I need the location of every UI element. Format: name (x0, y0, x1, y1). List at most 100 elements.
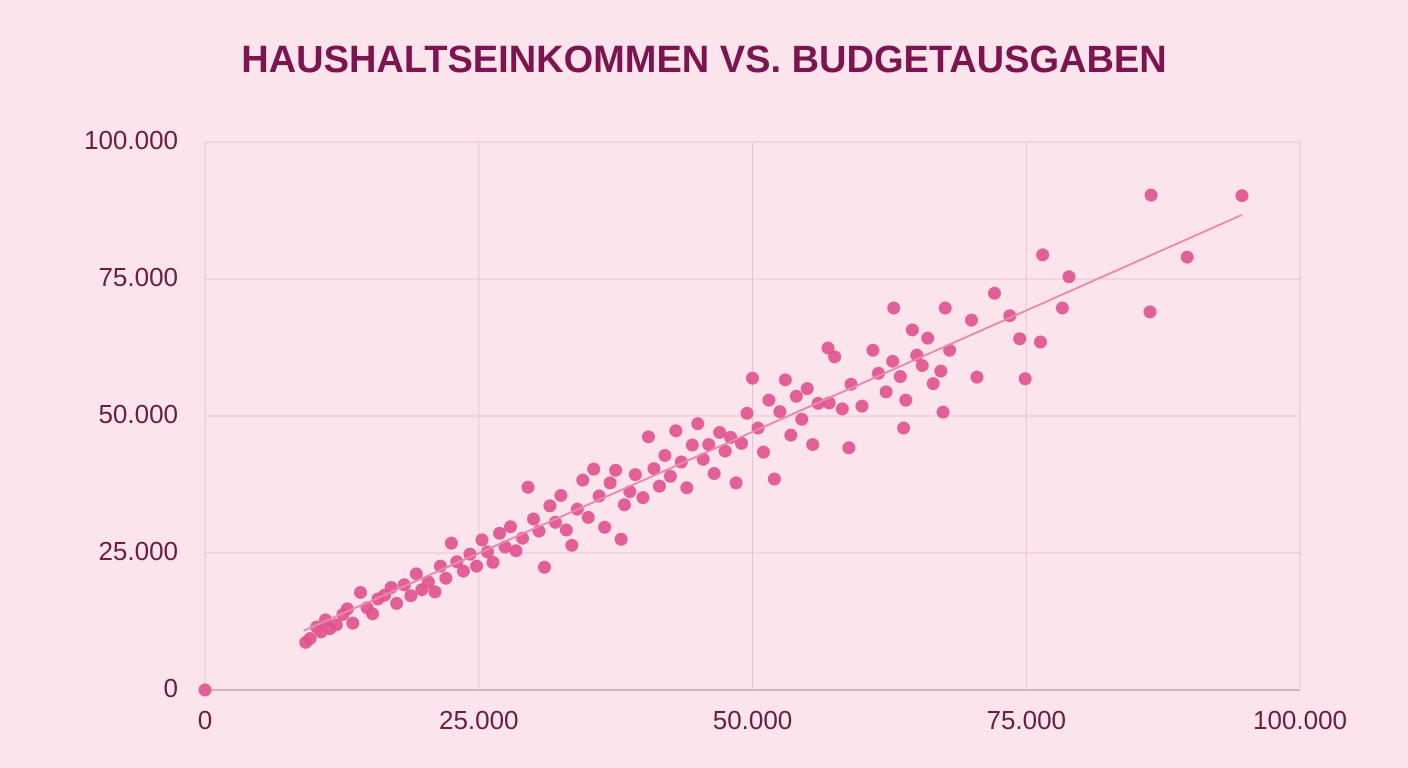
x-tick-label: 100.000 (1253, 705, 1347, 735)
data-point (1033, 335, 1047, 349)
data-point (1144, 188, 1158, 202)
data-point (456, 564, 470, 578)
data-point (614, 532, 628, 546)
data-point (897, 421, 911, 435)
data-point (303, 631, 317, 645)
y-tick-label: 25.000 (98, 536, 178, 566)
data-point (1235, 189, 1249, 203)
data-point (559, 523, 573, 537)
data-point (554, 488, 568, 502)
chart-title: HAUSHALTSEINKOMMEN VS. BUDGETAUSGABEN (241, 39, 1166, 81)
data-point (915, 359, 929, 373)
data-point (346, 616, 360, 630)
data-point (685, 438, 699, 452)
data-point (938, 301, 952, 315)
data-point (1180, 250, 1194, 264)
data-point (587, 462, 601, 476)
data-point (756, 445, 770, 459)
x-tick-label: 75.000 (986, 705, 1066, 735)
data-point (926, 377, 940, 391)
data-point (390, 596, 404, 610)
data-point (439, 571, 453, 585)
data-point (746, 371, 759, 385)
data-point (1143, 305, 1157, 319)
data-point (329, 618, 343, 632)
data-point (778, 373, 792, 387)
data-point (795, 412, 809, 426)
data-point (470, 559, 484, 573)
data-point (702, 437, 716, 451)
data-point (598, 520, 612, 534)
data-point (762, 393, 776, 407)
data-point (1036, 248, 1050, 262)
data-point (628, 468, 642, 482)
data-point (444, 536, 458, 550)
data-point (1018, 372, 1032, 386)
data-point (740, 406, 754, 420)
data-point (735, 436, 749, 450)
data-point (821, 341, 835, 355)
data-point (1055, 301, 1069, 315)
data-point (647, 462, 661, 476)
data-point (921, 331, 935, 345)
data-point (641, 430, 655, 444)
data-point (965, 313, 978, 327)
data-point (428, 585, 442, 599)
data-point (680, 481, 694, 495)
data-point (1062, 270, 1076, 284)
data-point (800, 382, 814, 396)
data-point (509, 544, 523, 558)
data-point (521, 480, 535, 494)
data-point (767, 472, 781, 486)
data-point (504, 520, 518, 534)
data-point (1013, 332, 1027, 346)
data-point (806, 437, 820, 451)
x-tick-label: 25.000 (439, 705, 519, 735)
data-point (893, 370, 907, 384)
data-point (718, 444, 732, 458)
data-point (581, 510, 595, 524)
data-point (353, 585, 367, 599)
data-point (527, 512, 540, 526)
y-tick-label: 0 (164, 673, 178, 703)
data-point (537, 560, 551, 574)
data-point (658, 448, 672, 462)
data-point (936, 405, 950, 419)
data-point (887, 301, 901, 315)
x-tick-label: 0 (198, 705, 212, 735)
data-point (934, 364, 948, 378)
data-point (609, 463, 623, 477)
data-point (198, 683, 212, 697)
data-point (548, 515, 562, 529)
data-point (636, 491, 650, 505)
data-point (707, 467, 721, 481)
data-point (366, 607, 380, 621)
data-point (691, 417, 705, 431)
data-point (663, 469, 677, 483)
data-point (463, 547, 477, 561)
x-tick-label: 50.000 (713, 705, 793, 735)
data-point (421, 575, 435, 589)
data-point (603, 476, 617, 490)
data-point (404, 589, 418, 603)
data-point (987, 286, 1001, 300)
data-point (789, 389, 803, 403)
data-point (713, 425, 727, 439)
data-point (669, 424, 683, 438)
data-point (565, 538, 579, 552)
data-point (784, 428, 798, 442)
data-point (493, 526, 507, 540)
y-tick-label: 50.000 (98, 399, 178, 429)
trend-line (303, 213, 1243, 632)
y-tick-label: 100.000 (84, 125, 178, 155)
data-point (905, 323, 919, 337)
data-point (842, 441, 856, 455)
data-point (486, 555, 500, 569)
data-point (855, 399, 869, 413)
data-point (475, 533, 489, 547)
data-point (773, 405, 787, 419)
data-point (729, 476, 743, 490)
